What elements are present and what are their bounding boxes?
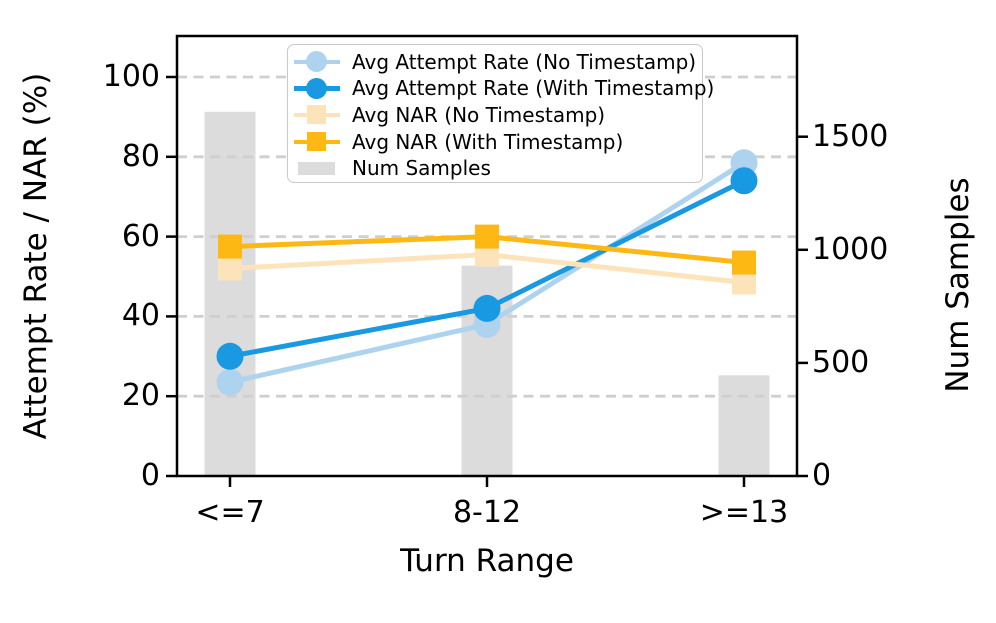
x-tick-ge13: >=13 <box>699 495 789 530</box>
legend-label: Avg Attempt Rate (No Timestamp) <box>352 49 697 74</box>
left-tick-0: 0 <box>140 458 160 493</box>
legend-label: Num Samples <box>352 156 491 181</box>
right-tick-1500: 1500 <box>812 119 889 154</box>
legend-marker-circle-blue <box>294 76 340 100</box>
legend-item-attempt-no-timestamp: Avg Attempt Rate (No Timestamp) <box>294 49 702 75</box>
right-tick-500: 500 <box>812 345 870 380</box>
marker-circle <box>473 294 501 322</box>
legend: Avg Attempt Rate (No Timestamp) Avg Atte… <box>287 44 714 183</box>
x-tick-8-12: 8-12 <box>452 495 522 530</box>
legend-label: Avg NAR (No Timestamp) <box>352 102 606 127</box>
legend-item-num-samples: Num Samples <box>294 155 702 181</box>
x-tick-le7: <=7 <box>195 495 265 530</box>
legend-marker-square-light-orange <box>294 103 340 127</box>
marker-circle <box>216 342 244 370</box>
left-tick-20: 20 <box>121 378 160 413</box>
marker-circle <box>730 167 758 195</box>
bar-num-samples <box>718 375 770 476</box>
left-tick-60: 60 <box>121 219 160 254</box>
y-axis-label-right: Num Samples <box>940 177 976 393</box>
marker-square <box>475 224 499 249</box>
right-tick-1000: 1000 <box>812 232 889 267</box>
x-axis-label: Turn Range <box>400 543 574 579</box>
left-tick-40: 40 <box>121 298 160 333</box>
legend-label: Avg NAR (With Timestamp) <box>352 129 624 154</box>
legend-marker-gray-bar <box>294 156 340 180</box>
left-tick-80: 80 <box>121 139 160 174</box>
marker-square <box>218 256 242 281</box>
y-axis-label-left: Attempt Rate / NAR (%) <box>18 72 54 440</box>
left-tick-100: 100 <box>102 59 160 94</box>
legend-item-attempt-with-timestamp: Avg Attempt Rate (With Timestamp) <box>294 75 714 101</box>
marker-circle <box>216 368 244 396</box>
bar-num-samples <box>204 111 256 477</box>
legend-item-nar-no-timestamp: Avg NAR (No Timestamp) <box>294 102 702 128</box>
legend-label: Avg Attempt Rate (With Timestamp) <box>352 76 715 101</box>
marker-square <box>732 250 756 275</box>
legend-marker-circle-light-blue <box>294 50 340 74</box>
legend-marker-square-gold <box>294 130 340 154</box>
legend-item-nar-with-timestamp: Avg NAR (With Timestamp) <box>294 129 702 155</box>
marker-square <box>218 234 242 259</box>
right-tick-0: 0 <box>812 458 832 493</box>
